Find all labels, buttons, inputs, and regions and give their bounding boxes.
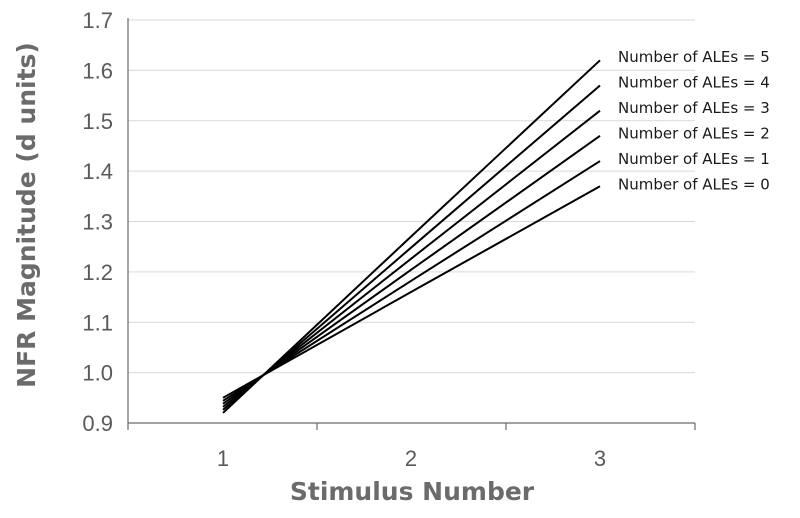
- series-line: [222, 59, 601, 414]
- legend-label: Number of ALEs = 0: [618, 176, 770, 194]
- y-tick-label: 1.0: [82, 361, 113, 386]
- legend-label: Number of ALEs = 3: [618, 99, 770, 117]
- axes: [127, 18, 696, 430]
- series-line: [222, 84, 601, 411]
- y-tick-label: 1.2: [82, 260, 113, 285]
- series-line: [222, 109, 601, 408]
- series-lines: [222, 59, 601, 414]
- series-line: [222, 185, 601, 399]
- series-line: [222, 160, 601, 402]
- y-tick-label: 1.5: [82, 109, 113, 134]
- legend-label: Number of ALEs = 5: [618, 48, 770, 66]
- x-axis-title: Stimulus Number: [290, 477, 535, 506]
- legend-label: Number of ALEs = 4: [618, 74, 770, 92]
- gridlines: [128, 19, 695, 374]
- x-tick-label: 2: [405, 446, 417, 471]
- y-tick-label: 1.6: [82, 58, 113, 83]
- y-tick-label: 1.7: [82, 8, 113, 33]
- y-tick-label: 1.3: [82, 210, 113, 235]
- y-tick-label: 1.1: [82, 310, 113, 335]
- x-tick-label: 3: [594, 446, 606, 471]
- legend-label: Number of ALEs = 2: [618, 125, 770, 143]
- x-tick-label: 1: [217, 446, 229, 471]
- y-tick-labels: 0.9 1.0 1.1 1.2 1.3 1.4 1.5 1.6 1.7: [82, 8, 113, 436]
- series-line: [222, 135, 601, 405]
- y-tick-label: 1.4: [82, 159, 113, 184]
- legend: Number of ALEs = 5 Number of ALEs = 4 Numb…: [618, 48, 770, 194]
- y-tick-label: 0.9: [82, 411, 113, 436]
- legend-label: Number of ALEs = 1: [618, 150, 770, 168]
- y-axis-title: NFR Magnitude (d units): [12, 42, 41, 388]
- x-tick-labels: 1 2 3: [217, 446, 606, 471]
